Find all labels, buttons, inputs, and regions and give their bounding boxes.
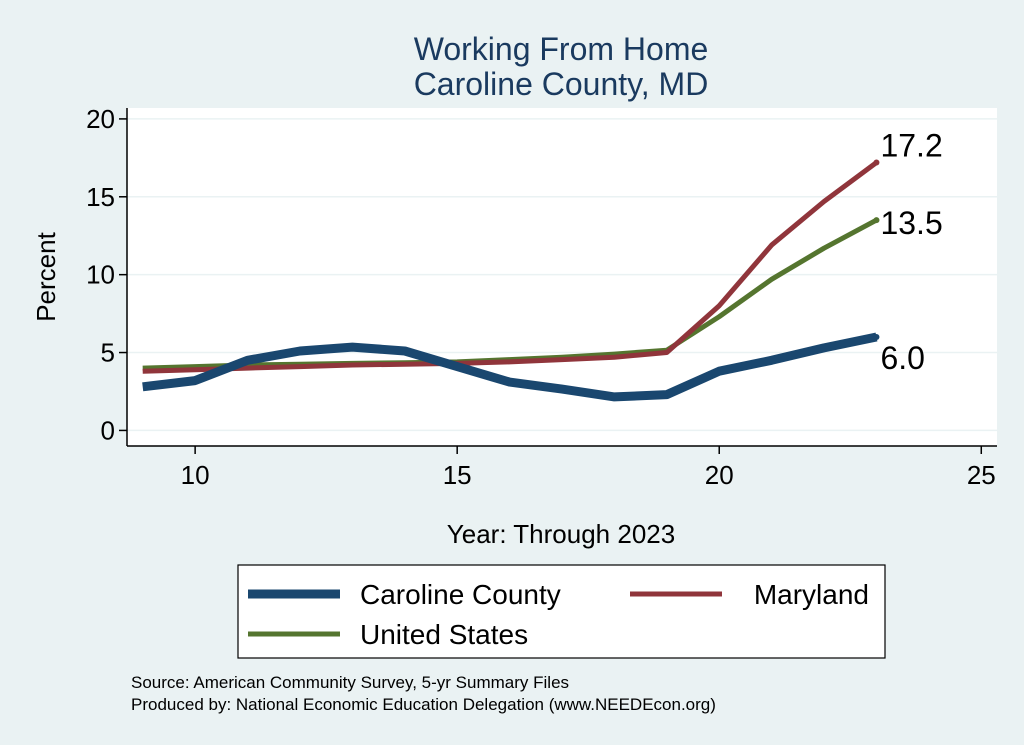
y-tick-label-1: 5 [101, 338, 115, 368]
legend-label-0: Caroline County [360, 579, 561, 610]
plot-area [127, 108, 997, 446]
y-tick-label-4: 20 [86, 104, 115, 134]
series-line-0 [142, 332, 878, 402]
end-point-2 [873, 217, 880, 224]
y-tick-label-2: 10 [86, 260, 115, 290]
series-line-1 [142, 160, 878, 374]
legend-label-1: Maryland [754, 579, 869, 610]
end-label-0: 6.0 [880, 340, 924, 376]
source-line: Source: American Community Survey, 5-yr … [131, 673, 569, 692]
y-axis-ticks: 0 5 10 15 20 [86, 104, 127, 445]
produced-by-line: Produced by: National Economic Education… [131, 695, 716, 714]
x-tick-label-0: 10 [181, 460, 210, 490]
end-point-0 [873, 333, 880, 340]
y-tick-label-3: 15 [86, 182, 115, 212]
y-tick-label-0: 0 [101, 415, 115, 445]
x-axis-label: Year: Through 2023 [447, 519, 675, 549]
legend-box [237, 564, 886, 659]
legend: Caroline County Maryland United States [248, 579, 869, 650]
end-label-1: 17.2 [880, 128, 942, 164]
chart-subtitle: Caroline County, MD [414, 66, 709, 102]
chart-title: Working From Home [414, 31, 709, 67]
end-label-2: 13.5 [880, 205, 942, 241]
end-labels: 6.0 17.2 13.5 [873, 128, 943, 376]
x-axis-ticks: 10 15 20 25 [181, 446, 996, 490]
legend-label-2: United States [360, 619, 528, 650]
x-tick-label-3: 25 [967, 460, 996, 490]
x-tick-label-1: 15 [443, 460, 472, 490]
end-point-1 [873, 159, 880, 166]
y-axis-label: Percent [31, 231, 61, 321]
series-lines [142, 160, 878, 402]
x-tick-label-2: 20 [705, 460, 734, 490]
